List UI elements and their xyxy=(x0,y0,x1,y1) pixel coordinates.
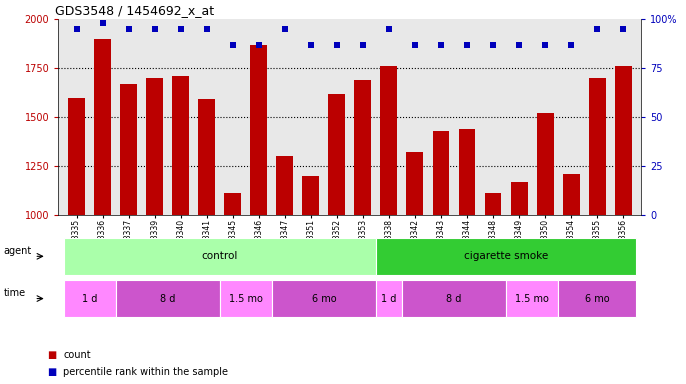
Point xyxy=(201,26,212,32)
Point xyxy=(410,41,421,48)
Bar xyxy=(355,80,371,215)
Bar xyxy=(172,76,189,215)
Bar xyxy=(458,129,475,215)
Bar xyxy=(120,84,137,215)
Bar xyxy=(407,152,423,215)
Text: percentile rank within the sample: percentile rank within the sample xyxy=(63,367,228,377)
Text: ■: ■ xyxy=(47,350,56,360)
Bar xyxy=(432,131,449,215)
Point xyxy=(71,26,82,32)
Bar xyxy=(68,98,85,215)
Bar xyxy=(198,99,215,215)
Point xyxy=(462,41,473,48)
Text: 6 mo: 6 mo xyxy=(585,293,609,304)
Bar xyxy=(536,113,554,215)
Point xyxy=(591,26,602,32)
Text: 1.5 mo: 1.5 mo xyxy=(229,293,263,304)
Bar xyxy=(329,94,345,215)
Bar xyxy=(250,45,268,215)
Text: agent: agent xyxy=(3,245,32,256)
Point xyxy=(566,41,577,48)
Bar xyxy=(146,78,163,215)
Point xyxy=(279,26,290,32)
Text: GDS3548 / 1454692_x_at: GDS3548 / 1454692_x_at xyxy=(56,3,215,17)
Point xyxy=(617,26,628,32)
Bar xyxy=(615,66,632,215)
Text: count: count xyxy=(63,350,91,360)
Point xyxy=(488,41,499,48)
Point xyxy=(175,26,186,32)
Point xyxy=(331,41,342,48)
Point xyxy=(149,26,160,32)
Text: 1 d: 1 d xyxy=(82,293,97,304)
Point xyxy=(97,20,108,26)
Bar xyxy=(224,192,241,215)
Point xyxy=(305,41,316,48)
Text: cigarette smoke: cigarette smoke xyxy=(464,251,548,262)
Point xyxy=(514,41,525,48)
Text: 6 mo: 6 mo xyxy=(311,293,336,304)
Text: time: time xyxy=(3,288,25,298)
Text: control: control xyxy=(202,251,238,262)
Point xyxy=(357,41,368,48)
Point xyxy=(253,41,264,48)
Bar xyxy=(381,66,397,215)
Bar xyxy=(510,182,528,215)
Point xyxy=(123,26,134,32)
Bar xyxy=(484,192,501,215)
Text: ■: ■ xyxy=(47,367,56,377)
Bar xyxy=(276,156,293,215)
Bar xyxy=(303,176,319,215)
Point xyxy=(227,41,238,48)
Point xyxy=(436,41,447,48)
Point xyxy=(540,41,551,48)
Text: 8 d: 8 d xyxy=(447,293,462,304)
Text: 8 d: 8 d xyxy=(160,293,176,304)
Text: 1.5 mo: 1.5 mo xyxy=(515,293,549,304)
Point xyxy=(383,26,394,32)
Text: 1 d: 1 d xyxy=(381,293,397,304)
Bar xyxy=(94,39,111,215)
Bar xyxy=(589,78,606,215)
Bar xyxy=(563,174,580,215)
